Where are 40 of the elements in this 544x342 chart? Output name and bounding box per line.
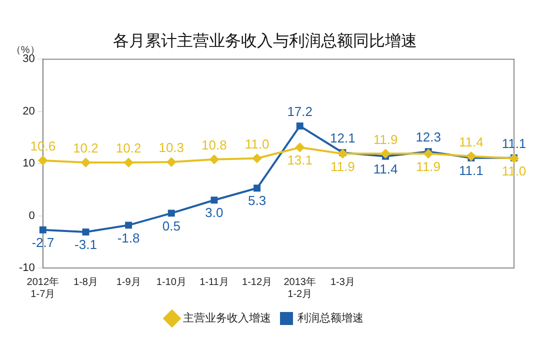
- data-label: 10.2: [116, 140, 142, 156]
- data-label: 11.9: [416, 158, 441, 174]
- data-label: 11.9: [330, 158, 355, 174]
- data-label: 11.4: [373, 161, 398, 176]
- data-label: 12.1: [330, 130, 356, 146]
- y-tick-label: 10: [22, 158, 35, 170]
- data-label: 10.3: [158, 140, 184, 156]
- data-label: 11.0: [502, 163, 526, 178]
- data-label: 11.1: [502, 136, 526, 151]
- data-label: 11.1: [459, 162, 484, 178]
- data-label: 10.8: [202, 138, 227, 152]
- x-tick-label: 2012年 1-7月: [26, 276, 60, 300]
- legend-label: 主营业务收入增速: [183, 312, 271, 325]
- data-label: 11.4: [459, 134, 484, 150]
- data-label: -3.1: [74, 237, 97, 252]
- data-label: 3.0: [205, 205, 224, 220]
- x-tick-label: 2013年 1-2月: [284, 276, 316, 300]
- x-tick-label: 1-3月: [330, 276, 355, 288]
- data-label: 11.9: [373, 132, 398, 147]
- y-tick-label: 0: [28, 210, 35, 222]
- data-label: 17.2: [287, 104, 313, 120]
- data-label: 11.0: [244, 136, 270, 152]
- y-tick-label: 30: [22, 53, 35, 66]
- data-label: 0.5: [162, 218, 180, 234]
- data-label: 12.3: [416, 130, 441, 145]
- legend-label: 利润总额增速: [298, 312, 364, 325]
- x-tick-label: 1-10月: [156, 276, 186, 288]
- chart-title: 各月累计主营业务收入与利润总额同比增速: [113, 32, 417, 50]
- data-label: 5.3: [248, 193, 266, 208]
- x-tick-label: 1-9月: [116, 276, 141, 288]
- x-tick-label: 1-12月: [242, 276, 272, 288]
- y-tick-label: -10: [18, 262, 35, 274]
- x-tick-label: 1-8月: [74, 276, 98, 288]
- y-tick-label: 20: [22, 105, 35, 118]
- data-label: 13.1: [287, 152, 313, 168]
- x-tick-label: 1-11月: [200, 276, 229, 288]
- data-label: -1.8: [117, 230, 140, 246]
- data-label: 10.2: [73, 140, 98, 156]
- data-label: 10.6: [30, 138, 56, 154]
- data-label: -2.7: [32, 234, 54, 250]
